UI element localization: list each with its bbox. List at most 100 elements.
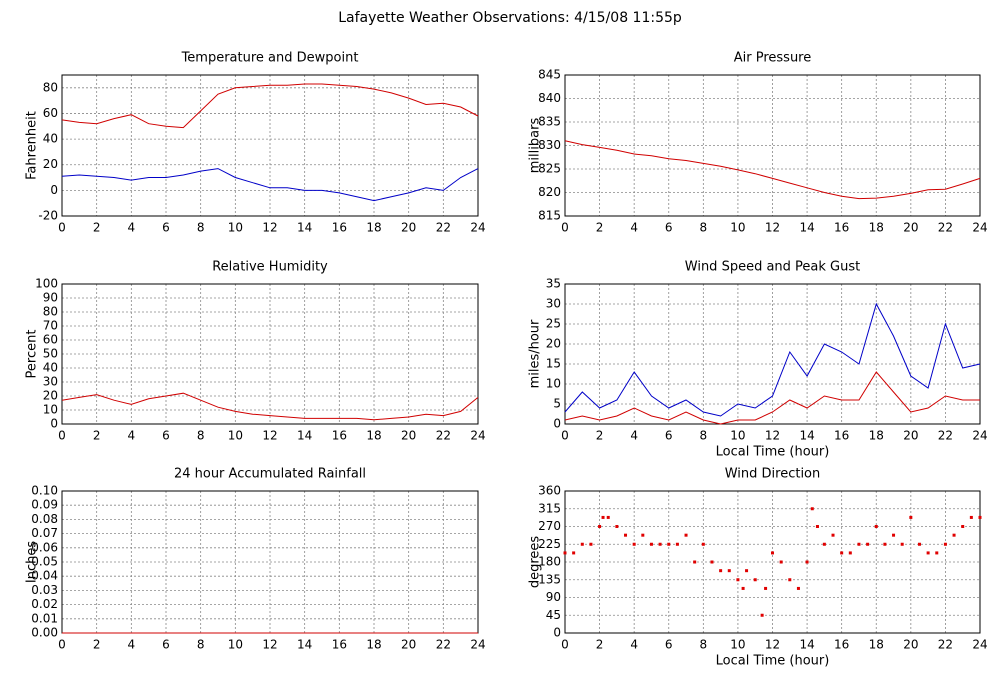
data-line: [61, 83, 479, 129]
x-tick-label: 10: [730, 429, 745, 443]
x-tick-label: 0: [58, 429, 66, 443]
data-point: [892, 533, 896, 537]
plot-title: Wind Speed and Peak Gust: [685, 260, 860, 275]
data-point: [598, 525, 602, 528]
x-tick-label: 10: [228, 221, 243, 235]
data-point: [900, 542, 904, 546]
x-tick-label: 6: [162, 638, 170, 652]
y-tick-label: 70: [43, 319, 58, 333]
y-tick-label: 180: [538, 555, 561, 569]
x-tick-label: 4: [630, 221, 638, 235]
x-tick-label: 6: [665, 638, 673, 652]
data-point: [926, 551, 930, 555]
y-axis-label: degrees: [528, 536, 543, 589]
y-tick-label: 820: [538, 185, 561, 199]
y-tick-label: 225: [538, 537, 561, 551]
x-tick-label: 22: [938, 638, 953, 652]
x-tick-label: 14: [297, 429, 312, 443]
x-tick-label: 14: [297, 221, 312, 235]
x-tick-label: 18: [366, 638, 381, 652]
y-tick-label: 50: [43, 347, 58, 361]
x-tick-label: 8: [197, 221, 205, 235]
plot-title: Temperature and Dewpoint: [181, 51, 359, 66]
x-tick-label: 10: [228, 429, 243, 443]
data-point: [572, 551, 576, 555]
x-tick-label: 20: [401, 429, 416, 443]
data-point: [745, 569, 749, 573]
x-tick-label: 4: [128, 638, 136, 652]
x-tick-label: 20: [903, 221, 918, 235]
x-tick-label: 24: [972, 638, 987, 652]
y-tick-label: 25: [546, 317, 561, 331]
y-tick-label: 15: [546, 357, 561, 371]
x-tick-label: 14: [799, 429, 814, 443]
data-point: [693, 560, 697, 564]
y-tick-label: 0.06: [31, 540, 58, 554]
plot-frame: [564, 283, 981, 425]
plot-frame: [564, 74, 981, 217]
data-point: [632, 542, 636, 546]
x-tick-label: 4: [630, 429, 638, 443]
data-point: [753, 578, 757, 582]
x-tick-label: 2: [93, 638, 101, 652]
data-point: [848, 551, 852, 555]
data-point: [935, 551, 939, 555]
x-tick-label: 0: [561, 221, 569, 235]
x-axis-label: Local Time (hour): [716, 654, 830, 669]
x-tick-label: 10: [730, 638, 745, 652]
y-tick-label: 0.10: [31, 484, 58, 498]
data-point: [788, 578, 792, 582]
x-tick-label: 20: [903, 429, 918, 443]
y-tick-label: 0: [553, 417, 561, 431]
x-tick-label: 0: [58, 638, 66, 652]
x-tick-label: 24: [470, 221, 485, 235]
x-tick-label: 10: [730, 221, 745, 235]
data-point: [831, 533, 835, 537]
x-tick-label: 12: [765, 221, 780, 235]
y-tick-label: 80: [43, 305, 58, 319]
x-tick-label: 18: [869, 221, 884, 235]
data-point: [857, 542, 861, 546]
x-tick-label: 12: [765, 429, 780, 443]
plot-frame: [61, 283, 479, 425]
x-tick-label: 14: [799, 221, 814, 235]
data-point: [589, 542, 593, 546]
data-point: [883, 542, 887, 546]
x-tick-label: 18: [366, 429, 381, 443]
x-tick-label: 4: [128, 429, 136, 443]
x-tick-label: 14: [297, 638, 312, 652]
data-point: [866, 542, 870, 546]
y-tick-label: 10: [43, 403, 58, 417]
y-tick-label: 30: [43, 375, 58, 389]
x-tick-label: 20: [401, 638, 416, 652]
x-tick-label: 24: [972, 221, 987, 235]
y-tick-label: 0.07: [31, 526, 58, 540]
y-tick-label: 40: [43, 132, 58, 146]
x-tick-label: 16: [834, 638, 849, 652]
data-point: [943, 542, 947, 546]
data-point: [667, 542, 671, 546]
x-tick-label: 2: [596, 429, 604, 443]
y-tick-label: 30: [546, 297, 561, 311]
x-tick-label: 16: [332, 429, 347, 443]
y-tick-label: 0.00: [31, 626, 58, 640]
data-point: [736, 578, 740, 582]
data-line: [564, 140, 981, 200]
data-point: [810, 507, 814, 511]
data-point: [563, 551, 567, 555]
y-tick-label: 0.04: [31, 569, 58, 583]
y-axis-label: Inches: [25, 541, 40, 583]
data-point: [701, 542, 705, 546]
data-point: [805, 560, 809, 564]
data-point: [580, 542, 584, 546]
y-tick-label: 830: [538, 138, 561, 152]
x-tick-label: 22: [938, 429, 953, 443]
x-tick-label: 12: [765, 638, 780, 652]
data-point: [917, 542, 921, 546]
data-point: [641, 533, 645, 537]
y-tick-label: 20: [546, 337, 561, 351]
y-tick-label: 0: [50, 183, 58, 197]
x-tick-label: 20: [903, 638, 918, 652]
x-tick-label: 8: [700, 429, 708, 443]
y-tick-label: 0.02: [31, 597, 58, 611]
